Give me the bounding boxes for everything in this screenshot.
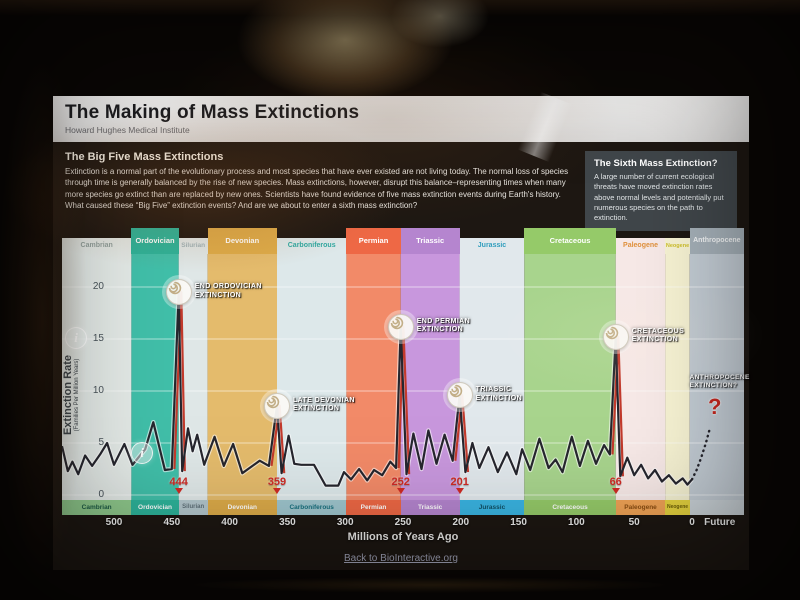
event-age-201: 201 [450,476,469,488]
bottom-cretaceous: Cretaceous [524,500,616,515]
event-age-66: 66 [609,476,622,488]
period-bottom-row: Cambrian Ordovician Silurian Devonian Carbon… [62,500,744,515]
event-label-end-permian: END PERMIAN EXTINCTION [416,317,471,333]
bottom-silurian: Silurian [178,500,208,515]
fossil-icon [605,326,618,340]
bioInteractive-page: The Making of Mass Extinctions Howard Hu… [53,96,749,570]
bottom-jurassic: Jurassic [459,500,525,515]
event-marker-end-permian[interactable] [387,313,414,340]
header-cretaceous: Cretaceous [524,228,616,254]
big-five-heading: The Big Five Mass Extinctions [65,151,224,163]
x-tick-300: 300 [336,517,354,528]
header-neogene: Neogene [665,238,690,254]
event-age-359: 359 [267,476,287,488]
event-age-pointer-66 [611,488,620,494]
x-tick-row: 500 450 400 350 300 250 200 150 100 50 0 Future [62,517,744,530]
intro-section: The Big Five Mass Extinctions Extinction… [53,142,749,237]
page-title: The Making of Mass Extinctions [65,102,360,123]
header-silurian: Silurian [178,238,208,254]
sixth-extinction-heading: The Sixth Mass Extinction? [594,158,718,169]
y-tick-5: 5 [98,437,104,448]
x-tick-future: Future [704,517,736,528]
bottom-paleogene: Paleogene [615,500,666,515]
event-age-pointer-201 [455,488,464,494]
event-label-end-ordovician: END ORDOVICIAN EXTINCTION [194,283,262,299]
big-five-body: Extinction is a normal part of the evolu… [65,167,569,211]
back-to-bioInteractive-link[interactable]: Back to BioInteractive.org [344,553,458,564]
y-tick-10: 10 [92,385,104,396]
event-age-pointer-252 [396,488,405,494]
big-five-text-block: The Big Five Mass Extinctions Extinction… [65,151,575,231]
sixth-extinction-body: A large number of current ecological thr… [594,172,724,223]
title-bar: The Making of Mass Extinctions Howard Hu… [53,96,749,142]
period-band-cretaceous [524,254,616,500]
bottom-cambrian: Cambrian [62,500,132,515]
x-axis-title: Millions of Years Ago [347,531,459,543]
header-jurassic: Jurassic [459,238,525,254]
fossil-icon [168,281,181,295]
y-tick-20: 20 [92,281,104,292]
x-tick-350: 350 [279,517,296,528]
event-marker-cretaceous[interactable] [602,323,629,350]
bottom-neogene: Neogene [665,500,690,515]
event-marker-late-devonian[interactable] [264,392,290,419]
event-marker-triassic[interactable] [446,382,473,409]
event-label-late-devonian: LATE DEVONIAN EXTINCTION [293,396,355,412]
x-tick-400: 400 [221,517,238,528]
header-ordovician: Ordovician [131,228,179,254]
header-cambrian: Cambrian [62,238,132,254]
sixth-extinction-box: The Sixth Mass Extinction? A large numbe… [585,151,737,231]
event-age-444: 444 [169,476,188,488]
period-band-neogene [665,254,690,500]
bottom-permian: Permian [346,500,401,515]
bottom-triassic: Triassic [400,500,460,515]
bottom-devonian: Devonian [207,500,277,515]
bottom-carboniferous: Carboniferous [277,500,347,515]
chart-svg [62,254,744,500]
header-permian: Permian [346,228,401,254]
x-tick-100: 100 [568,517,585,528]
header-anthropocene: Anthropocene [689,228,744,254]
header-carboniferous: Carboniferous [277,238,347,254]
event-label-cretaceous: CRETACEOUS EXTINCTION [631,327,685,344]
header-paleogene: Paleogene [615,238,666,254]
x-tick-500: 500 [105,517,123,528]
fossil-icon [266,395,280,408]
y-tick-0: 0 [98,489,104,500]
header-devonian: Devonian [207,228,277,254]
event-label-triassic: TRIASSIC EXTINCTION [475,386,523,402]
bottom-anthropocene [689,500,744,515]
header-triassic: Triassic [400,228,460,254]
page-footer: Back to BioInteractive.org [53,548,749,566]
plot-area: Extinction Rate (Families Per Million Ye… [62,254,749,500]
page-subtitle: Howard Hughes Medical Institute [65,125,190,135]
info-icon-2[interactable]: i [131,442,153,464]
event-label-anthropocene: ANTHROPOCENE EXTINCTION? [689,374,750,390]
x-tick-450: 450 [163,517,181,528]
fossil-icon [449,384,462,398]
event-age-pointer-444 [174,488,183,494]
period-header-row: Cambrian Ordovician Silurian Devonian Carbon… [62,228,744,254]
event-age-pointer-359 [273,488,281,494]
bottom-ordovician: Ordovician [131,500,179,515]
event-age-252: 252 [391,476,410,488]
x-tick-200: 200 [452,517,470,528]
anthropocene-question-mark: ? [707,393,722,419]
extinction-chart: Cambrian Ordovician Silurian Devonian Carbon… [56,228,749,544]
info-icon-1[interactable]: i [65,327,87,349]
event-marker-end-ordovician[interactable] [165,279,192,306]
x-tick-150: 150 [510,517,527,528]
x-tick-250: 250 [394,517,412,528]
x-tick-50: 50 [628,517,640,528]
fossil-icon [390,316,403,329]
